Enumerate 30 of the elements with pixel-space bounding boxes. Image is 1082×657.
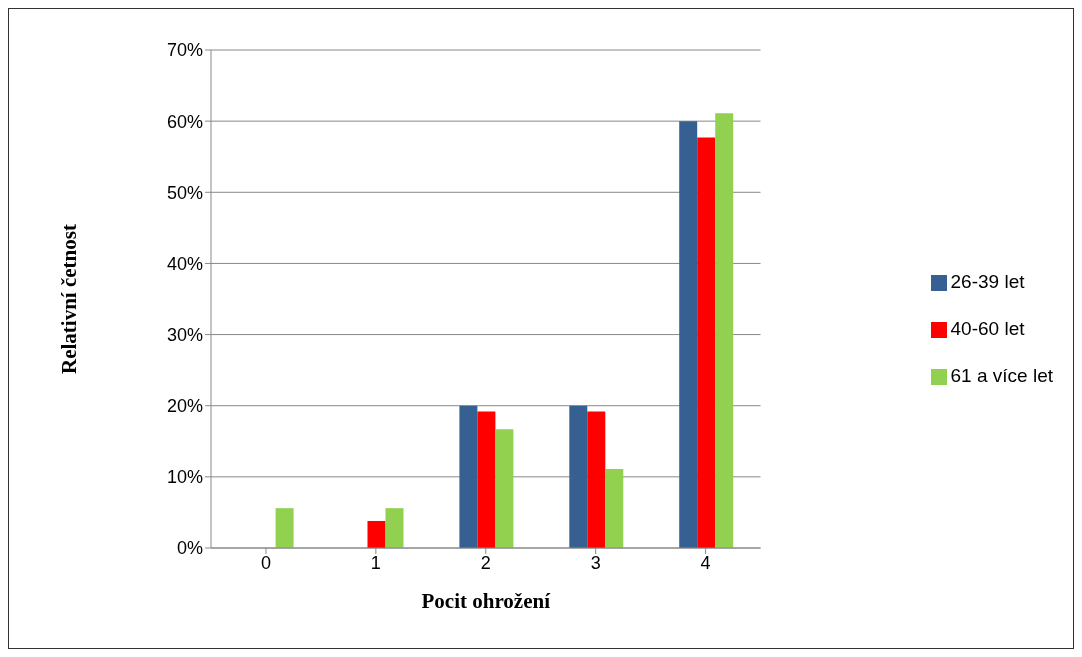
y-tick-label: 50%	[166, 182, 203, 203]
legend-label: 40-60 let	[950, 318, 1025, 339]
x-tick-label: 1	[370, 552, 381, 573]
bar	[715, 113, 734, 548]
y-tick-label: 40%	[166, 253, 203, 274]
bar	[605, 469, 624, 548]
y-tick-label: 10%	[166, 467, 203, 488]
bar	[385, 508, 404, 548]
x-tick-label: 3	[590, 552, 601, 573]
y-tick-label: 0%	[176, 538, 203, 559]
bar	[459, 405, 478, 548]
x-tick-label: 2	[480, 552, 491, 573]
x-tick-label: 0	[260, 552, 271, 573]
bar	[679, 121, 698, 548]
y-tick-label: 70%	[166, 40, 203, 61]
bar	[477, 411, 496, 548]
y-tick-label: 60%	[166, 111, 203, 132]
x-tick-label: 4	[700, 552, 711, 573]
bar	[697, 137, 716, 548]
y-axis-title: Relativní četnost	[57, 224, 82, 374]
bar	[587, 411, 606, 548]
x-axis-title: Pocit ohrožení	[421, 589, 552, 613]
bar	[367, 520, 386, 548]
y-tick-label: 30%	[166, 324, 203, 345]
y-tick-label: 20%	[166, 396, 203, 417]
bar	[275, 508, 294, 548]
legend-label: 61 a více let	[950, 365, 1053, 386]
bar	[495, 429, 514, 548]
legend-label: 26-39 let	[950, 271, 1025, 292]
bar	[569, 405, 588, 548]
